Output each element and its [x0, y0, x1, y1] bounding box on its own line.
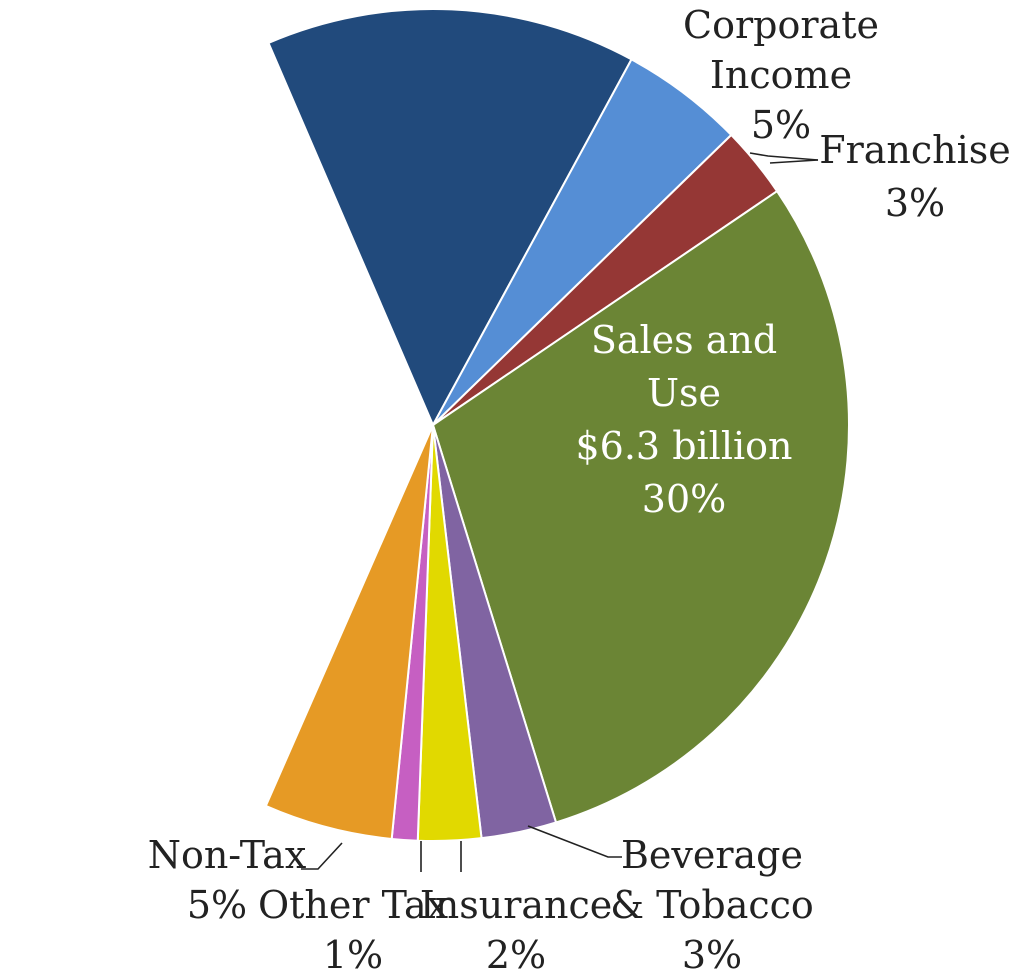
pie-slice-non-tax	[264, 424, 434, 841]
slice-label-line: 3%	[885, 181, 945, 225]
slice-label-individual-income: Individual Income $10.9 billion 52%	[140, 262, 333, 530]
slice-labels: Individual Income $10.9 billion 52% Corporate…	[140, 3, 1010, 977]
slice-label-line: 5%	[187, 883, 247, 927]
slice-label-line: Sales and	[591, 318, 777, 362]
slice-label-line: 2%	[486, 933, 546, 977]
slice-label-corporate-income: Corporate Income 5%	[683, 3, 879, 147]
leader-line-beverage-tobacco	[527, 825, 622, 858]
slice-label-line: Non-Tax	[148, 833, 307, 877]
slice-label-sales-and-use: Sales and Use $6.3 billion 30%	[576, 318, 793, 521]
slice-label-line: Beverage	[621, 833, 803, 877]
slice-label-insurance: Insurance 2%	[420, 883, 613, 977]
slice-label-line: 5%	[751, 103, 811, 147]
leader-lines	[301, 152, 819, 872]
leader-line-franchise	[769, 159, 819, 164]
slice-label-line: Use	[647, 371, 721, 415]
slice-label-line: Franchise	[819, 128, 1011, 172]
leader-line-non-tax	[301, 842, 343, 870]
pie-slices	[264, 8, 850, 842]
slice-label-line: $10.9	[183, 374, 292, 418]
leader-line-corporate-income	[749, 152, 819, 161]
slice-label-beverage-and-tobacco: Beverage & Tobacco 3%	[610, 833, 814, 977]
slice-label-line: Insurance	[420, 883, 613, 927]
slice-label-line: Income	[166, 318, 308, 362]
pie-slice-individual-income	[267, 8, 633, 428]
slice-label-line: Corporate	[683, 3, 879, 47]
slice-label-line: Income	[710, 53, 852, 97]
slice-label-line: 3%	[682, 933, 742, 977]
slice-label-other-tax: Other Tax 1%	[258, 883, 448, 977]
slice-label-franchise: Franchise 3%	[819, 128, 1011, 225]
slice-label-line: billion	[177, 430, 297, 474]
slice-label-line: $6.3 billion	[576, 424, 793, 468]
pie-slice-sales-and-use	[431, 189, 850, 824]
slice-label-non-tax: Non-Tax 5%	[148, 833, 307, 927]
slice-label-line: 1%	[323, 933, 383, 977]
slice-label-line: 30%	[642, 477, 726, 521]
slice-label-line: & Tobacco	[610, 883, 814, 927]
slice-label-line: Other Tax	[258, 883, 448, 927]
slice-label-line: Individual	[140, 262, 333, 306]
slice-label-line: 52%	[195, 486, 279, 530]
